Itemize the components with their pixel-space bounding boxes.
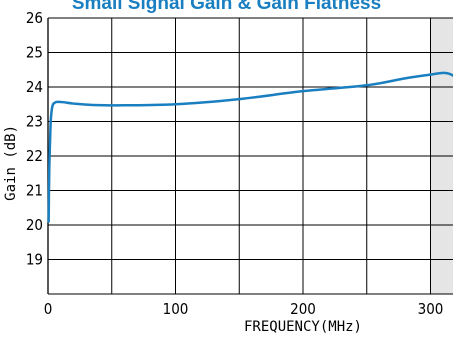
y-tick-label: 25 [26,44,43,62]
y-tick-label: 19 [26,251,43,269]
y-tick-label: 24 [26,78,43,96]
y-tick-label: 23 [26,113,43,131]
grid [47,17,453,295]
x-tick-label: 100 [163,300,189,318]
gain-series-line [47,71,453,223]
x-tick-label: 0 [44,300,53,318]
y-tick-label: 20 [26,216,43,234]
y-tick-label: 22 [26,147,43,165]
y-axis-title: Gain (dB) [3,125,19,201]
y-tick-label: 26 [26,9,43,27]
chart-title: Small Signal Gain & Gain Flatness [71,0,382,14]
x-tick-labels: 0100200300400 [44,300,444,318]
y-tick-labels: 19 20 21 22 23 24 25 26 [26,9,43,269]
y-tick-label: 21 [26,182,43,200]
x-axis-title: FREQUENCY(MHz) [244,319,362,335]
x-tick-label: 300 [418,300,444,318]
x-tick-label: 200 [290,300,316,318]
